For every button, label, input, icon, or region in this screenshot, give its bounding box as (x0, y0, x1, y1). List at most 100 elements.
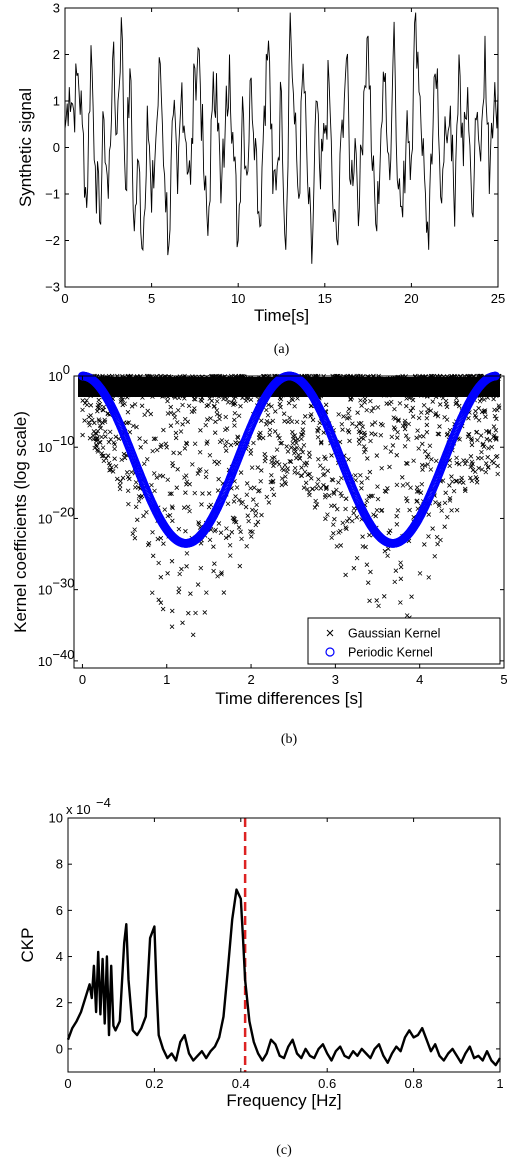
gaussian-mark (447, 463, 452, 469)
gaussian-mark (82, 418, 87, 423)
gaussian-mark (248, 534, 254, 539)
gaussian-mark (199, 502, 204, 507)
gaussian-mark (228, 442, 234, 448)
y-tick-label: 2 (56, 995, 63, 1010)
gaussian-mark (310, 486, 315, 492)
gaussian-mark (161, 541, 166, 546)
gaussian-mark (265, 412, 271, 418)
gaussian-mark (216, 476, 221, 482)
y-tick-label: −2 (45, 233, 60, 248)
gaussian-mark (472, 413, 478, 418)
gaussian-mark (226, 533, 232, 539)
gaussian-mark (110, 469, 116, 474)
gaussian-mark (233, 494, 238, 499)
gaussian-mark (193, 397, 198, 402)
gaussian-mark (404, 403, 409, 409)
gaussian-mark (205, 439, 210, 444)
gaussian-mark (219, 571, 224, 577)
gaussian-mark (372, 420, 378, 425)
gaussian-mark (486, 445, 491, 451)
gaussian-mark (421, 434, 426, 439)
gaussian-mark (364, 407, 369, 413)
gaussian-mark (103, 434, 108, 439)
gaussian-mark (494, 453, 500, 459)
gaussian-mark (234, 441, 240, 447)
gaussian-mark (394, 435, 400, 440)
gaussian-mark (301, 420, 306, 425)
gaussian-mark (468, 454, 474, 459)
gaussian-mark (224, 396, 230, 402)
y-tick-label: 10 (49, 811, 63, 826)
gaussian-mark (192, 490, 198, 496)
gaussian-mark (344, 518, 350, 524)
gaussian-mark (444, 432, 450, 438)
gaussian-mark (374, 507, 380, 513)
gaussian-mark (358, 420, 364, 426)
gaussian-mark (262, 458, 268, 464)
gaussian-mark (375, 496, 381, 502)
gaussian-mark (421, 402, 427, 408)
gaussian-mark (403, 496, 409, 501)
gaussian-mark (443, 401, 449, 407)
gaussian-mark (344, 415, 350, 421)
gaussian-mark (90, 433, 96, 438)
gaussian-mark (346, 516, 352, 521)
gaussian-mark (232, 417, 237, 423)
gaussian-mark (240, 499, 245, 505)
gaussian-mark (492, 413, 498, 419)
gaussian-mark (465, 434, 471, 440)
gaussian-mark (282, 479, 288, 485)
gaussian-mark (141, 513, 146, 519)
gaussian-mark (426, 534, 431, 539)
gaussian-mark (269, 472, 274, 478)
y-tick-label: 8 (56, 857, 63, 872)
gaussian-mark (298, 446, 304, 452)
gaussian-mark (388, 449, 394, 454)
gaussian-mark (420, 467, 425, 472)
gaussian-mark (406, 421, 411, 427)
gaussian-mark (260, 435, 266, 441)
gaussian-mark (223, 448, 229, 454)
gaussian-mark (281, 411, 287, 416)
gaussian-mark (255, 519, 261, 525)
y-multiplier-exponent: −4 (96, 795, 111, 810)
gaussian-mark (269, 459, 274, 465)
gaussian-mark (485, 465, 491, 470)
gaussian-mark (329, 535, 334, 541)
gaussian-mark (165, 398, 170, 404)
gaussian-mark (493, 428, 499, 433)
gaussian-mark (394, 482, 400, 488)
gaussian-mark (185, 504, 191, 510)
gaussian-mark (308, 413, 313, 419)
gaussian-mark (114, 476, 120, 482)
gaussian-mark (385, 553, 390, 559)
gaussian-mark (378, 421, 384, 427)
gaussian-mark (102, 429, 108, 434)
gaussian-mark (411, 458, 416, 464)
gaussian-mark (174, 420, 180, 425)
gaussian-mark (98, 425, 103, 431)
gaussian-mark (244, 543, 249, 549)
gaussian-mark (409, 594, 414, 599)
gaussian-mark (270, 455, 275, 461)
chart-a: 0 5 10 15 20 25 −3 −2 −1 0 1 2 3 Time[s] Synthetic sig… (16, 1, 505, 358)
gaussian-mark (378, 432, 384, 438)
gaussian-mark (245, 513, 251, 518)
gaussian-mark (474, 480, 480, 485)
gaussian-mark (285, 419, 291, 425)
gaussian-mark (248, 451, 254, 456)
gaussian-mark (108, 467, 113, 473)
gaussian-mark (232, 519, 237, 524)
gaussian-mark (332, 516, 337, 522)
gaussian-mark (439, 508, 444, 513)
gaussian-mark (316, 477, 321, 482)
gaussian-mark (354, 515, 360, 520)
gaussian-mark (219, 570, 224, 575)
gaussian-mark (394, 522, 400, 527)
x-tick-label: 1 (496, 1076, 503, 1091)
gaussian-mark (195, 471, 201, 476)
gaussian-mark (212, 561, 217, 566)
gaussian-mark (426, 575, 432, 580)
gaussian-mark (454, 460, 460, 466)
gaussian-mark (176, 586, 182, 591)
